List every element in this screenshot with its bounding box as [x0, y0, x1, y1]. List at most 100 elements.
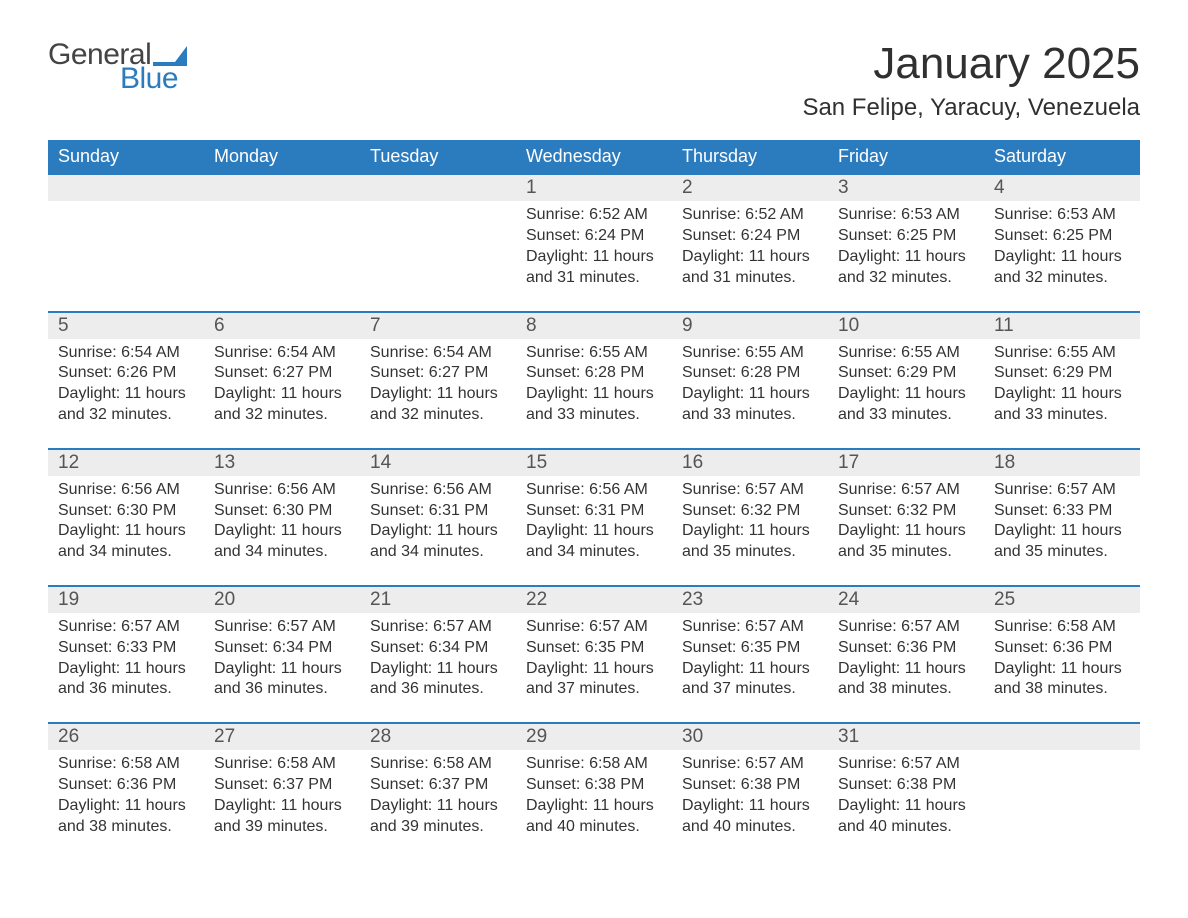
weekday-header: Sunday: [48, 140, 204, 174]
sunset-value: 6:28 PM: [585, 364, 645, 381]
daylight-label: Daylight:: [682, 248, 744, 265]
sunrise-value: 6:54 AM: [121, 344, 180, 361]
daylight-line: Daylight: 11 hours and 38 minutes.: [838, 659, 974, 701]
sunset-line: Sunset: 6:35 PM: [682, 638, 818, 659]
daylight-line: Daylight: 11 hours and 33 minutes.: [526, 384, 662, 426]
day-content-cell: Sunrise: 6:54 AMSunset: 6:26 PMDaylight:…: [48, 339, 204, 449]
sunset-line: Sunset: 6:38 PM: [526, 775, 662, 796]
sunset-value: 6:35 PM: [585, 639, 645, 656]
sunrise-line: Sunrise: 6:55 AM: [682, 343, 818, 364]
sunset-value: 6:26 PM: [117, 364, 177, 381]
sunset-label: Sunset:: [682, 639, 736, 656]
day-content-cell: Sunrise: 6:57 AMSunset: 6:33 PMDaylight:…: [48, 613, 204, 723]
sunrise-line: Sunrise: 6:55 AM: [838, 343, 974, 364]
sunset-line: Sunset: 6:28 PM: [526, 363, 662, 384]
day-content-cell: Sunrise: 6:52 AMSunset: 6:24 PMDaylight:…: [672, 201, 828, 311]
sunset-line: Sunset: 6:27 PM: [214, 363, 350, 384]
daylight-line: Daylight: 11 hours and 34 minutes.: [526, 521, 662, 563]
day-content-cell: Sunrise: 6:57 AMSunset: 6:32 PMDaylight:…: [828, 476, 984, 586]
day-content-cell: Sunrise: 6:58 AMSunset: 6:37 PMDaylight:…: [204, 750, 360, 859]
sunrise-line: Sunrise: 6:57 AM: [58, 617, 194, 638]
daylight-line: Daylight: 11 hours and 34 minutes.: [370, 521, 506, 563]
sunrise-value: 6:52 AM: [589, 206, 648, 223]
daylight-line: Daylight: 11 hours and 40 minutes.: [526, 796, 662, 838]
sunrise-value: 6:57 AM: [901, 755, 960, 772]
daylight-line: Daylight: 11 hours and 35 minutes.: [838, 521, 974, 563]
sunrise-value: 6:55 AM: [589, 344, 648, 361]
sunset-line: Sunset: 6:33 PM: [58, 638, 194, 659]
sunrise-label: Sunrise:: [682, 481, 741, 498]
sunrise-line: Sunrise: 6:53 AM: [838, 205, 974, 226]
day-number-cell: 26: [48, 723, 204, 750]
sunset-line: Sunset: 6:38 PM: [682, 775, 818, 796]
sunset-line: Sunset: 6:29 PM: [838, 363, 974, 384]
sunset-label: Sunset:: [214, 364, 268, 381]
daylight-label: Daylight:: [526, 660, 588, 677]
day-content-cell: Sunrise: 6:53 AMSunset: 6:25 PMDaylight:…: [984, 201, 1140, 311]
sunrise-label: Sunrise:: [370, 755, 429, 772]
sunrise-line: Sunrise: 6:52 AM: [682, 205, 818, 226]
sunrise-line: Sunrise: 6:58 AM: [214, 754, 350, 775]
sunrise-value: 6:54 AM: [433, 344, 492, 361]
sunset-value: 6:33 PM: [117, 639, 177, 656]
sunrise-line: Sunrise: 6:57 AM: [838, 754, 974, 775]
day-content-cell: Sunrise: 6:58 AMSunset: 6:37 PMDaylight:…: [360, 750, 516, 859]
daylight-label: Daylight:: [370, 522, 432, 539]
sunset-label: Sunset:: [838, 639, 892, 656]
sunrise-line: Sunrise: 6:58 AM: [58, 754, 194, 775]
sunrise-label: Sunrise:: [58, 481, 117, 498]
sunrise-value: 6:55 AM: [901, 344, 960, 361]
sunset-line: Sunset: 6:25 PM: [994, 226, 1130, 247]
weekday-header-row: SundayMondayTuesdayWednesdayThursdayFrid…: [48, 140, 1140, 174]
daylight-label: Daylight:: [526, 248, 588, 265]
sunrise-value: 6:57 AM: [433, 618, 492, 635]
sunset-value: 6:28 PM: [741, 364, 801, 381]
sunrise-line: Sunrise: 6:55 AM: [994, 343, 1130, 364]
sunset-label: Sunset:: [994, 639, 1048, 656]
sunrise-line: Sunrise: 6:52 AM: [526, 205, 662, 226]
sunset-line: Sunset: 6:30 PM: [214, 501, 350, 522]
sunset-line: Sunset: 6:28 PM: [682, 363, 818, 384]
day-number-cell: 2: [672, 174, 828, 201]
sunrise-line: Sunrise: 6:57 AM: [838, 480, 974, 501]
day-number-row: 262728293031: [48, 723, 1140, 750]
sunrise-line: Sunrise: 6:57 AM: [838, 617, 974, 638]
daylight-line: Daylight: 11 hours and 33 minutes.: [682, 384, 818, 426]
daylight-label: Daylight:: [838, 797, 900, 814]
sunrise-label: Sunrise:: [838, 481, 897, 498]
day-content-cell: [48, 201, 204, 311]
sunrise-line: Sunrise: 6:56 AM: [58, 480, 194, 501]
sunrise-label: Sunrise:: [214, 755, 273, 772]
sunset-value: 6:37 PM: [429, 776, 489, 793]
daylight-line: Daylight: 11 hours and 36 minutes.: [58, 659, 194, 701]
sunset-label: Sunset:: [838, 502, 892, 519]
sunset-line: Sunset: 6:32 PM: [838, 501, 974, 522]
daylight-label: Daylight:: [994, 522, 1056, 539]
sunset-line: Sunset: 6:31 PM: [370, 501, 506, 522]
sunrise-line: Sunrise: 6:55 AM: [526, 343, 662, 364]
sunset-value: 6:24 PM: [741, 227, 801, 244]
daylight-line: Daylight: 11 hours and 37 minutes.: [526, 659, 662, 701]
sunset-label: Sunset:: [838, 776, 892, 793]
sunrise-label: Sunrise:: [370, 618, 429, 635]
sunset-line: Sunset: 6:37 PM: [370, 775, 506, 796]
sunrise-line: Sunrise: 6:58 AM: [526, 754, 662, 775]
day-number-cell: 31: [828, 723, 984, 750]
day-content-cell: Sunrise: 6:57 AMSunset: 6:38 PMDaylight:…: [828, 750, 984, 859]
daylight-label: Daylight:: [994, 248, 1056, 265]
sunset-value: 6:25 PM: [1053, 227, 1113, 244]
day-content-cell: Sunrise: 6:55 AMSunset: 6:29 PMDaylight:…: [828, 339, 984, 449]
sunrise-value: 6:56 AM: [121, 481, 180, 498]
sunset-value: 6:38 PM: [585, 776, 645, 793]
daylight-line: Daylight: 11 hours and 33 minutes.: [994, 384, 1130, 426]
sunset-label: Sunset:: [526, 227, 580, 244]
day-number-cell: 8: [516, 312, 672, 339]
sunset-line: Sunset: 6:37 PM: [214, 775, 350, 796]
daylight-line: Daylight: 11 hours and 36 minutes.: [370, 659, 506, 701]
day-number-row: 19202122232425: [48, 586, 1140, 613]
sunset-line: Sunset: 6:25 PM: [838, 226, 974, 247]
sunrise-value: 6:58 AM: [121, 755, 180, 772]
sunrise-value: 6:58 AM: [589, 755, 648, 772]
day-content-row: Sunrise: 6:57 AMSunset: 6:33 PMDaylight:…: [48, 613, 1140, 723]
day-number-row: 1234: [48, 174, 1140, 201]
